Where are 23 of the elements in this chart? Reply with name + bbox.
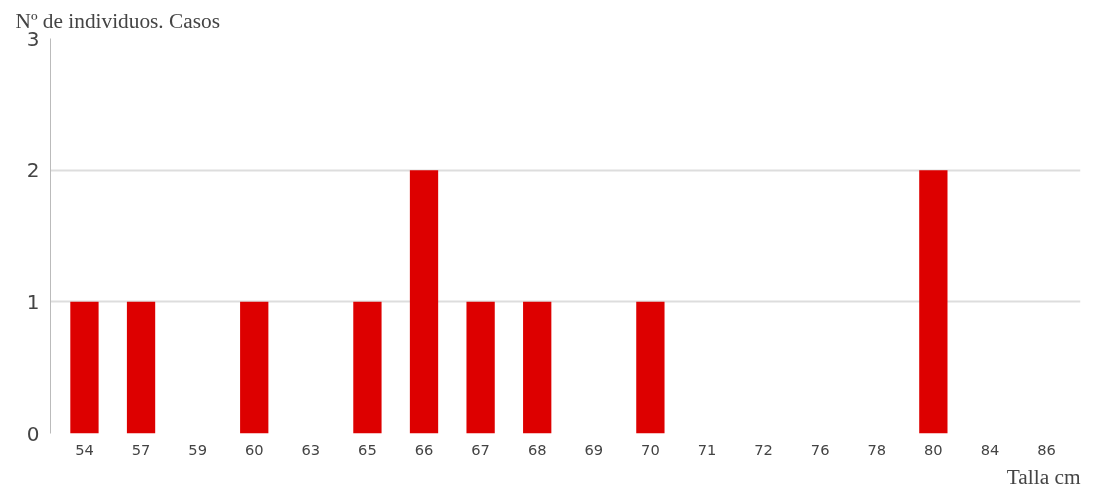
- y-axis-title: Nº de individuos. Casos: [15, 8, 220, 33]
- x-tick-label: 84: [980, 440, 1000, 458]
- x-tick-label: 72: [754, 440, 773, 458]
- x-tick-label: 65: [358, 440, 377, 458]
- x-tick-label: 68: [527, 440, 547, 458]
- x-tick-label: 69: [584, 440, 604, 458]
- x-tick-label: 57: [131, 440, 151, 458]
- x-tick-label: 71: [697, 440, 717, 458]
- y-tick-label: 1: [26, 289, 40, 314]
- x-tick-label: 59: [188, 440, 207, 458]
- x-tick-label: 78: [867, 440, 887, 458]
- x-axis-title: Talla cm: [1006, 464, 1081, 489]
- x-tick-label: 60: [244, 440, 264, 458]
- x-tick-label: 54: [75, 440, 94, 458]
- y-tick-label: 0: [26, 421, 40, 446]
- y-tick-label: 2: [26, 158, 40, 183]
- x-tick-label: 80: [924, 440, 943, 458]
- x-tick-label: 86: [1037, 440, 1056, 458]
- x-tick-label: 63: [301, 440, 321, 458]
- x-tick-label: 70: [641, 440, 660, 458]
- x-tick-label: 76: [810, 440, 830, 458]
- x-tick-label: 67: [471, 440, 490, 458]
- x-tick-label: 66: [414, 440, 434, 458]
